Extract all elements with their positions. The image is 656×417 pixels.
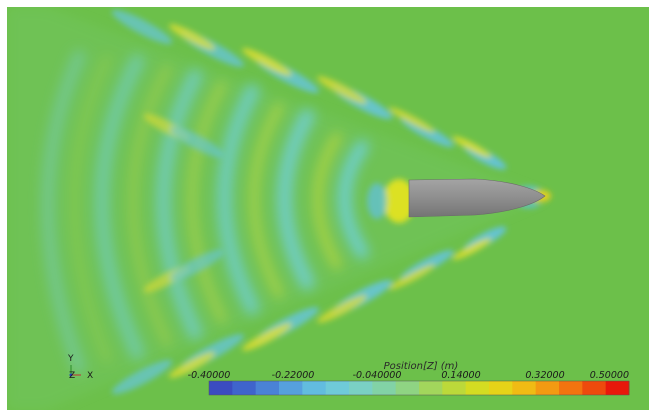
color-bar-swatch [395, 381, 420, 395]
color-bar-legend[interactable]: Position[Z] (m) -0.40000 -0.22000 -0.04000… [188, 361, 630, 396]
color-bar-swatch [209, 381, 233, 395]
color-bar-swatch [559, 381, 583, 395]
triad-y-label: Y [67, 354, 74, 364]
diverging-waves-lower [111, 226, 507, 395]
color-bar-swatch [255, 381, 280, 395]
color-bar-tick-label: -0.40000 [188, 370, 231, 381]
color-bar-tick-label: 0.14000 [441, 370, 480, 381]
color-bar-tick-labels: -0.40000 -0.22000 -0.040000 0.14000 0.32000 0… [188, 370, 629, 381]
ship-hull[interactable] [408, 178, 546, 218]
color-bar-swatch [302, 381, 327, 395]
color-bar-swatch [489, 381, 513, 395]
color-bar-tick-label: -0.22000 [272, 370, 315, 381]
color-bar-swatch [325, 381, 350, 395]
color-bar-swatch [442, 381, 467, 395]
triad-z-label: Z [69, 371, 75, 381]
color-bar-tick-label: 0.50000 [590, 370, 629, 381]
color-bar-swatch [349, 381, 373, 395]
color-bar-swatch [512, 381, 537, 395]
color-bar-swatch [535, 381, 560, 395]
diverging-waves-upper [111, 9, 507, 170]
wave-elevation-plot[interactable]: Y Z X Position[Z] (m) -0.40000 -0.22000 -0… [7, 7, 649, 410]
axes-triad: Y Z X [67, 354, 93, 381]
render-viewport[interactable]: Y Z X Position[Z] (m) -0.40000 -0.22000 -0… [7, 7, 649, 410]
triad-x-label: X [87, 371, 93, 381]
color-bar-frame [208, 380, 630, 396]
triad-z-axis [69, 373, 73, 377]
color-bar-swatch [372, 381, 397, 395]
color-bar-swatch [279, 381, 303, 395]
transverse-waves [41, 50, 369, 374]
color-bar-swatch [232, 381, 257, 395]
color-bar-swatch [419, 381, 443, 395]
color-bar-swatch [605, 381, 630, 395]
color-bar-title: Position[Z] (m) [384, 361, 459, 372]
color-bar-tick-label: 0.32000 [525, 370, 564, 381]
color-bar-swatch [582, 381, 607, 395]
color-bar-swatch [465, 381, 490, 395]
color-bar-swatches [209, 381, 630, 395]
color-bar-tick-label: -0.040000 [353, 370, 402, 381]
